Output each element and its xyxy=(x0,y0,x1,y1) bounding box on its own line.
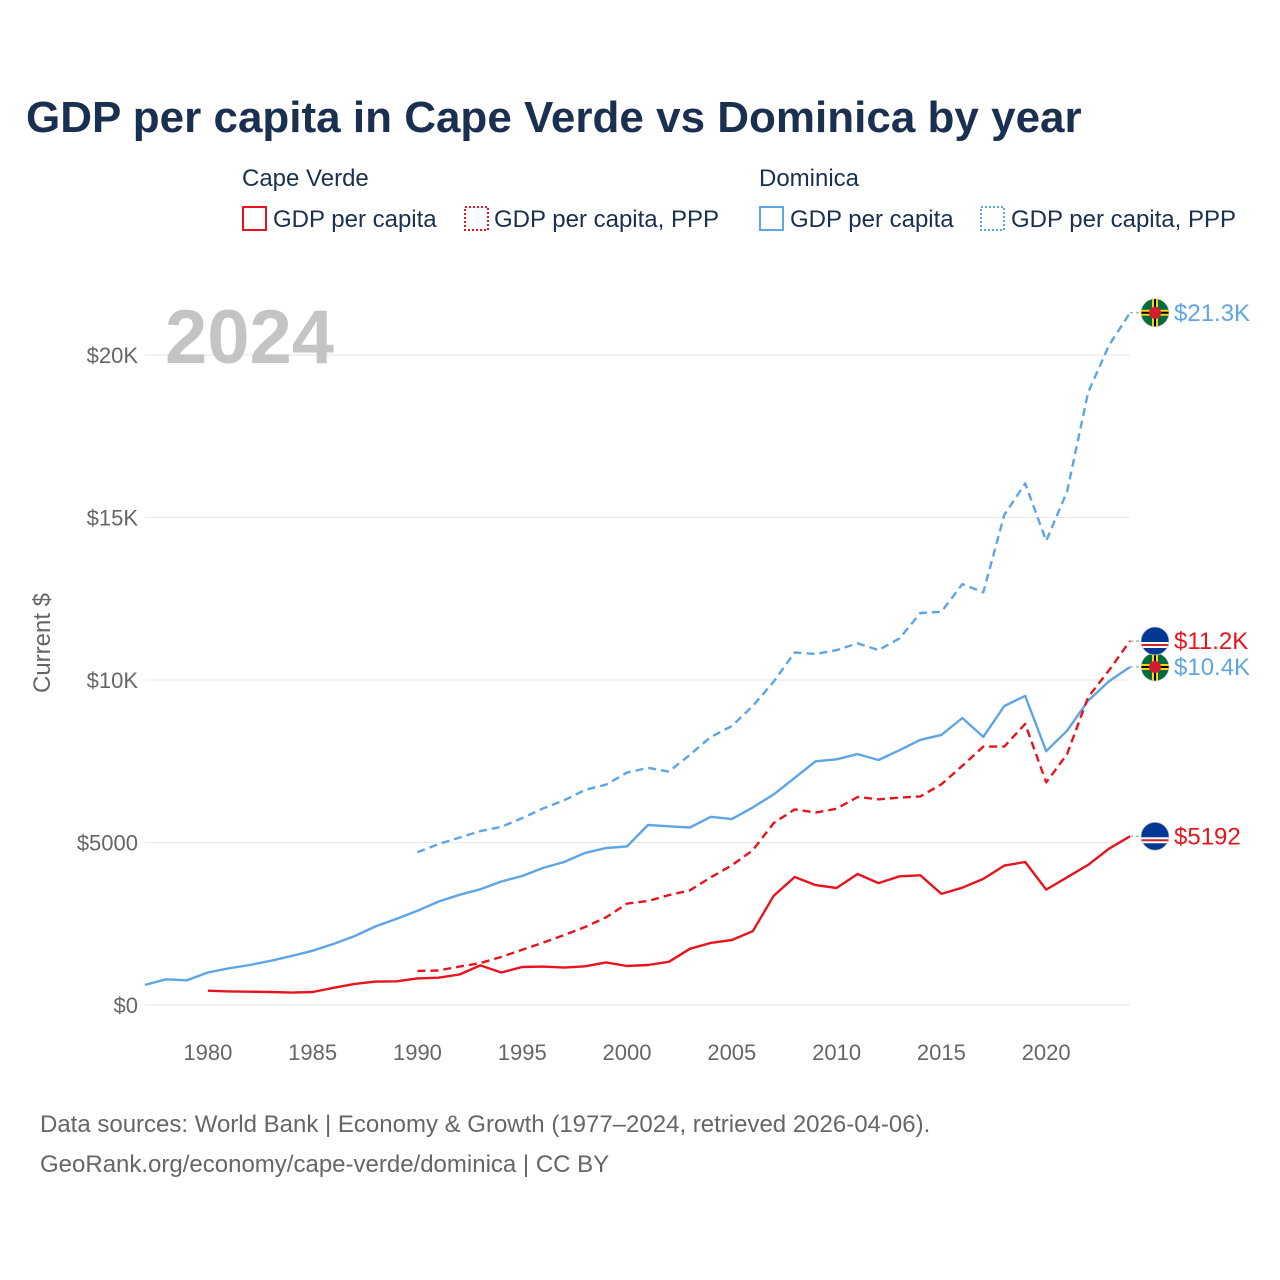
legend-label-dominica-ppp: GDP per capita, PPP xyxy=(1011,206,1236,233)
legend-swatch-cape-verde-ppp xyxy=(464,206,489,231)
y-tick-label: $10K xyxy=(87,668,139,693)
footer-sources: Data sources: World Bank | Economy & Gro… xyxy=(40,1111,930,1138)
series-line-cape-verde-gdp-per-capita-ppp xyxy=(417,640,1131,973)
end-value-label-dominica-gdp-per-capita: $10.4K xyxy=(1174,654,1250,681)
dominica-flag-icon xyxy=(1140,652,1170,682)
dominica-flag-icon xyxy=(1140,298,1170,328)
series-line-dominica-gdp-per-capita xyxy=(144,666,1131,987)
y-axis-ticks: $0 $5000 $10K $15K $20K xyxy=(77,343,139,1018)
x-tick-label: 1990 xyxy=(393,1040,442,1065)
footer-link[interactable]: GeoRank.org/economy/cape-verde/dominica … xyxy=(40,1151,609,1178)
cape-verde-flag-icon xyxy=(1140,821,1170,851)
legend-swatch-dominica-gdp xyxy=(759,206,784,231)
chart-title: GDP per capita in Cape Verde vs Dominica… xyxy=(26,93,1082,142)
end-value-label-cape-verde-gdp-per-capita: $5192 xyxy=(1174,823,1241,850)
year-watermark: 2024 xyxy=(165,295,334,380)
x-tick-label: 2020 xyxy=(1022,1040,1071,1065)
legend: Cape Verde GDP per capita GDP per capita… xyxy=(242,165,1236,233)
y-tick-label: $5000 xyxy=(77,831,138,856)
x-tick-label: 2010 xyxy=(812,1040,861,1065)
x-tick-label: 1980 xyxy=(183,1040,232,1065)
legend-group-cape-verde: Cape Verde xyxy=(242,165,369,192)
legend-swatch-dominica-ppp xyxy=(980,206,1005,231)
legend-group-dominica: Dominica xyxy=(759,165,860,192)
y-tick-label: $15K xyxy=(87,506,139,531)
legend-swatch-cape-verde-gdp xyxy=(242,206,267,231)
y-tick-label: $0 xyxy=(114,993,138,1018)
end-value-label-dominica-gdp-per-capita-ppp: $21.3K xyxy=(1174,300,1250,327)
cape-verde-flag-icon xyxy=(1140,626,1170,656)
x-axis-ticks: 1980 1985 1990 1995 2000 2005 2010 2015 2020 xyxy=(183,1040,1070,1065)
end-value-label-cape-verde-gdp-per-capita-ppp: $11.2K xyxy=(1174,628,1248,655)
end-markers: $21.3K $10.4K$11.2K $5192 xyxy=(1130,298,1250,851)
x-tick-label: 2015 xyxy=(917,1040,966,1065)
series-lines xyxy=(144,312,1132,994)
legend-label-cape-verde-gdp: GDP per capita xyxy=(273,206,437,233)
x-tick-label: 2000 xyxy=(603,1040,652,1065)
legend-label-cape-verde-ppp: GDP per capita, PPP xyxy=(494,206,719,233)
x-tick-label: 1985 xyxy=(288,1040,337,1065)
series-line-cape-verde-gdp-per-capita xyxy=(207,835,1131,994)
gridlines xyxy=(145,354,1130,1006)
x-tick-label: 2005 xyxy=(707,1040,756,1065)
series-line-dominica-gdp-per-capita-ppp xyxy=(416,312,1132,854)
legend-label-dominica-gdp: GDP per capita xyxy=(790,206,954,233)
y-axis-label: Current $ xyxy=(29,593,56,693)
x-tick-label: 1995 xyxy=(498,1040,547,1065)
y-tick-label: $20K xyxy=(87,343,139,368)
